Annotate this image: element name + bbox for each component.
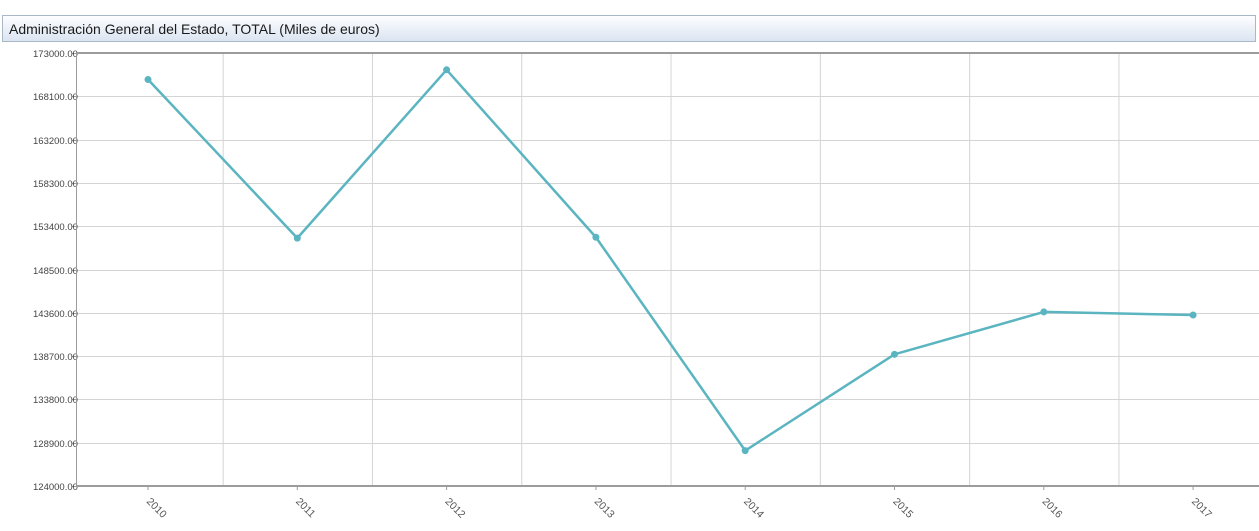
y-tick-label: 143600.00	[33, 309, 78, 320]
x-tick-label: 2012	[442, 496, 467, 521]
x-tick-label: 2016	[1040, 496, 1065, 521]
data-point	[1040, 308, 1048, 316]
y-tick-label: 124000.00	[33, 482, 78, 493]
y-tick-label: 163200.00	[33, 136, 78, 147]
data-point	[144, 76, 152, 84]
y-tick-label: 133800.00	[33, 395, 78, 406]
series-line	[147, 68, 1194, 452]
data-point	[741, 447, 749, 455]
data-point	[1189, 311, 1197, 319]
y-tick-label: 173000.00	[33, 49, 78, 60]
data-point	[293, 234, 301, 242]
y-tick-label: 158300.00	[33, 179, 78, 190]
x-tick-label: 2017	[1189, 496, 1214, 521]
y-tick-label: 148500.00	[33, 266, 78, 277]
y-tick-label: 128900.00	[33, 439, 78, 450]
data-point	[592, 233, 600, 241]
x-tick-label: 2013	[592, 496, 617, 521]
data-point	[443, 66, 451, 74]
data-point	[891, 350, 898, 358]
x-tick-label: 2010	[144, 496, 169, 521]
x-tick-label: 2015	[890, 496, 915, 521]
chart-title: Administración General del Estado, TOTAL…	[9, 20, 380, 37]
y-tick-label: 138700.00	[33, 352, 78, 363]
chart-title-bar: Administración General del Estado, TOTAL…	[2, 15, 1256, 42]
y-tick-label: 153400.00	[33, 222, 78, 233]
x-tick-label: 2011	[293, 496, 318, 521]
y-tick-label: 168100.00	[33, 92, 78, 103]
x-tick-label: 2014	[741, 496, 766, 521]
